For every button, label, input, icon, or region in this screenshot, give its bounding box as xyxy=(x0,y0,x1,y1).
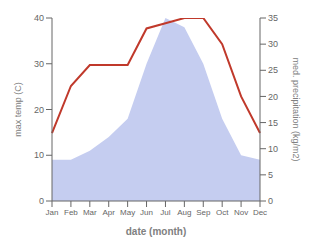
svg-text:May: May xyxy=(120,208,135,217)
svg-text:Sep: Sep xyxy=(196,208,211,217)
svg-text:10: 10 xyxy=(34,150,44,160)
svg-text:35: 35 xyxy=(268,13,278,23)
svg-text:Feb: Feb xyxy=(64,208,78,217)
svg-text:30: 30 xyxy=(34,59,44,69)
svg-text:Mar: Mar xyxy=(83,208,97,217)
svg-text:Oct: Oct xyxy=(216,208,229,217)
svg-text:20: 20 xyxy=(34,105,44,115)
svg-text:Aug: Aug xyxy=(177,208,191,217)
svg-text:med. precipitation (kg/m2): med. precipitation (kg/m2) xyxy=(291,57,301,161)
svg-text:15: 15 xyxy=(268,118,278,128)
svg-text:20: 20 xyxy=(268,92,278,102)
svg-text:25: 25 xyxy=(268,65,278,75)
svg-text:date (month): date (month) xyxy=(126,226,187,237)
svg-text:Jul: Jul xyxy=(160,208,170,217)
svg-text:0: 0 xyxy=(39,196,44,206)
svg-text:Apr: Apr xyxy=(103,208,116,217)
svg-text:40: 40 xyxy=(34,13,44,23)
svg-text:30: 30 xyxy=(268,39,278,49)
svg-text:Jan: Jan xyxy=(46,208,59,217)
svg-text:10: 10 xyxy=(268,144,278,154)
svg-text:Nov: Nov xyxy=(234,208,248,217)
svg-text:0: 0 xyxy=(268,196,273,206)
svg-text:Jun: Jun xyxy=(140,208,153,217)
svg-text:max temp (C): max temp (C) xyxy=(13,82,23,137)
svg-text:5: 5 xyxy=(268,170,273,180)
svg-text:Dec: Dec xyxy=(253,208,267,217)
